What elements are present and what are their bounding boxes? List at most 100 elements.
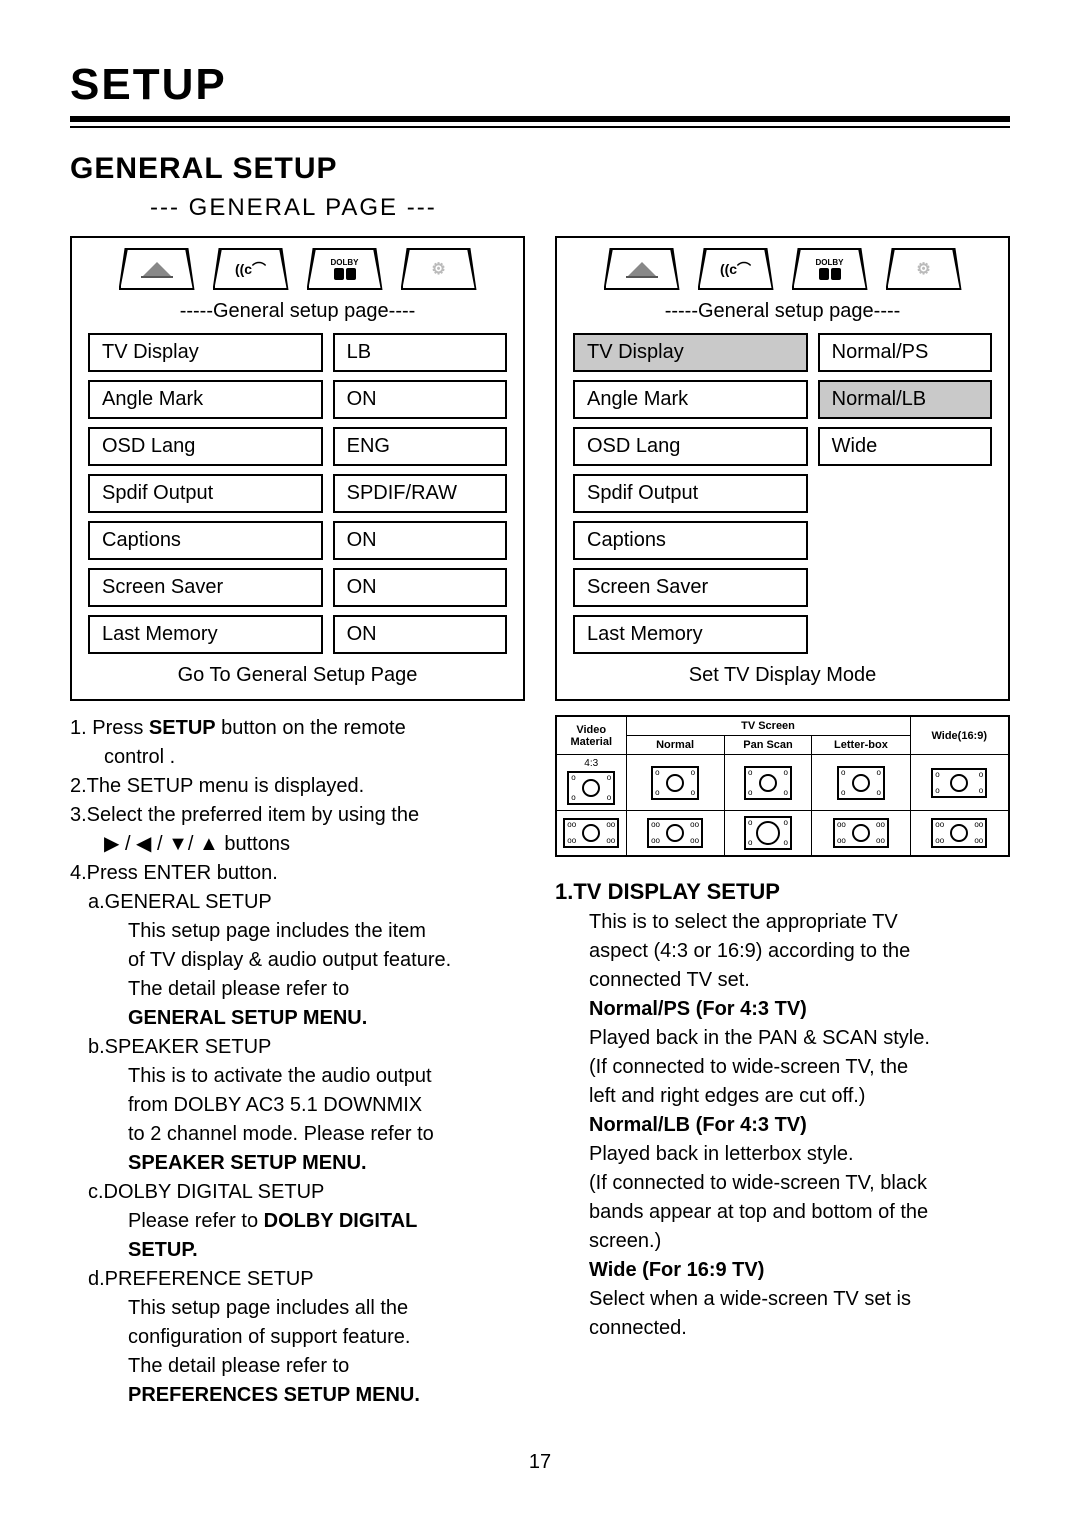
right-box-header: -----General setup page---- <box>567 300 998 323</box>
tab-pref-icon[interactable]: ⚙ <box>401 248 477 290</box>
tv-thumb-icon: oooo <box>931 768 987 798</box>
tv-thumb-icon: oooooooo <box>563 818 619 848</box>
setup-label[interactable]: Angle Mark <box>88 380 323 419</box>
text-bold: SETUP. <box>128 1239 198 1261</box>
text: ▶ / ◀ / ▼/ ▲ buttons <box>70 831 525 858</box>
text: 3.Select the preferred item by using the <box>70 802 525 829</box>
subtitle: --- GENERAL PAGE --- <box>150 194 1010 222</box>
setup-value: ON <box>333 615 507 654</box>
setup-label[interactable]: Last Memory <box>88 615 323 654</box>
setup-row: Last Memory <box>567 615 998 654</box>
tab-audio-icon[interactable]: ((c⌒ <box>213 248 289 290</box>
tv-thumb-icon: oooo <box>567 771 615 805</box>
text: This setup page includes all the <box>70 1295 525 1322</box>
tv-display-setup-block: 1.TV DISPLAY SETUP This is to select the… <box>555 877 1010 1342</box>
text: Played back in the PAN & SCAN style. <box>555 1025 1010 1052</box>
setup-row: Angle Mark Normal/LB <box>567 380 998 419</box>
text: Select when a wide-screen TV set is <box>555 1286 1010 1313</box>
text-bold: Normal/LB (For 4:3 TV) <box>589 1114 807 1136</box>
text: The detail please refer to <box>70 976 525 1003</box>
tv-thumb-icon: oooooooo <box>647 818 703 848</box>
setup-label[interactable]: Captions <box>573 521 808 560</box>
text: of TV display & audio output feature. <box>70 947 525 974</box>
setup-row: OSD Lang Wide <box>567 427 998 466</box>
setup-value: SPDIF/RAW <box>333 474 507 513</box>
setup-value[interactable]: Normal/PS <box>818 333 992 372</box>
section-title: GENERAL SETUP <box>70 152 1010 186</box>
setup-value: ON <box>333 568 507 607</box>
text-bold: SETUP <box>149 717 216 739</box>
text: button on the remote <box>216 717 406 739</box>
setup-value[interactable]: Normal/LB <box>818 380 992 419</box>
tv-thumb-icon: oooooooo <box>931 818 987 848</box>
text-bold: Wide (For 16:9 TV) <box>589 1259 764 1281</box>
left-setup-box: ((c⌒ DOLBY ⚙ -----General setup page----… <box>70 236 525 701</box>
setup-label[interactable]: Screen Saver <box>573 568 808 607</box>
tv-thumb-icon: oooo <box>744 766 792 800</box>
text: c.DOLBY DIGITAL SETUP <box>70 1179 525 1206</box>
setup-value: LB <box>333 333 507 372</box>
setup-value[interactable]: Wide <box>818 427 992 466</box>
setup-row: Spdif Output SPDIF/RAW <box>82 474 513 513</box>
setup-row: Screen Saver <box>567 568 998 607</box>
subheading: 1.TV DISPLAY SETUP <box>555 877 1010 907</box>
right-box-footer: Set TV Display Mode <box>567 664 998 687</box>
text-bold: GENERAL SETUP MENU. <box>128 1007 367 1029</box>
th-tv-screen: TV Screen <box>626 716 910 736</box>
setup-label[interactable]: Angle Mark <box>573 380 808 419</box>
text: Played back in letterbox style. <box>555 1141 1010 1168</box>
text: (If connected to wide-screen TV, black <box>555 1170 1010 1197</box>
setup-row: TV Display Normal/PS <box>567 333 998 372</box>
text-bold: PREFERENCES SETUP MENU. <box>128 1384 420 1406</box>
th-video-material: Video Material <box>556 716 626 755</box>
th-panscan: Pan Scan <box>724 736 812 755</box>
setup-label[interactable]: Spdif Output <box>88 474 323 513</box>
left-column: ((c⌒ DOLBY ⚙ -----General setup page----… <box>70 236 525 1411</box>
text-bold: DOLBY DIGITAL <box>264 1210 418 1232</box>
table-row: 4:3oooo oooo oooo oooo oooo <box>556 755 1009 811</box>
tv-aspect-table: Video Material TV Screen Wide(16:9) Norm… <box>555 715 1010 857</box>
tv-thumb-icon: oooo <box>744 816 792 850</box>
tab-dolby-icon[interactable]: DOLBY <box>307 248 383 290</box>
setup-label[interactable]: Screen Saver <box>88 568 323 607</box>
text: control . <box>70 744 525 771</box>
text: 2.The SETUP menu is displayed. <box>70 773 525 800</box>
text: configuration of support feature. <box>70 1324 525 1351</box>
tab-audio-icon[interactable]: ((c⌒ <box>698 248 774 290</box>
text: screen.) <box>555 1228 1010 1255</box>
tab-dolby-icon[interactable]: DOLBY <box>792 248 868 290</box>
text: bands appear at top and bottom of the <box>555 1199 1010 1226</box>
page-number: 17 <box>70 1451 1010 1474</box>
two-column-layout: ((c⌒ DOLBY ⚙ -----General setup page----… <box>70 236 1010 1411</box>
setup-row: Last Memory ON <box>82 615 513 654</box>
setup-row: CaptionsON <box>82 521 513 560</box>
tab-row: ((c⌒ DOLBY ⚙ <box>567 248 998 290</box>
text: Please refer to <box>128 1210 264 1232</box>
right-column: ((c⌒ DOLBY ⚙ -----General setup page----… <box>555 236 1010 1411</box>
text: left and right edges are cut off.) <box>555 1083 1010 1110</box>
tv-thumb-icon: oooooooo <box>833 818 889 848</box>
setup-row: TV Display LB <box>82 333 513 372</box>
text: The detail please refer to <box>70 1353 525 1380</box>
tab-general-icon[interactable] <box>604 248 680 290</box>
setup-label[interactable]: OSD Lang <box>573 427 808 466</box>
setup-row: Spdif Output <box>567 474 998 513</box>
setup-label[interactable]: TV Display <box>573 333 808 372</box>
setup-label[interactable]: TV Display <box>88 333 323 372</box>
text: aspect (4:3 or 16:9) according to the <box>555 938 1010 965</box>
setup-label[interactable]: Last Memory <box>573 615 808 654</box>
table-row: oooooooo oooooooo oooo oooooooo oooooooo <box>556 811 1009 857</box>
tab-general-icon[interactable] <box>119 248 195 290</box>
setup-label[interactable]: Captions <box>88 521 323 560</box>
text: d.PREFERENCE SETUP <box>70 1266 525 1293</box>
tab-pref-icon[interactable]: ⚙ <box>886 248 962 290</box>
text: 4.Press ENTER button. <box>70 860 525 887</box>
setup-label[interactable]: OSD Lang <box>88 427 323 466</box>
text: This is to activate the audio output <box>70 1063 525 1090</box>
tv-thumb-icon: oooo <box>837 766 885 800</box>
text: This setup page includes the item <box>70 918 525 945</box>
text-bold: Normal/PS (For 4:3 TV) <box>589 998 807 1020</box>
tab-row: ((c⌒ DOLBY ⚙ <box>82 248 513 290</box>
setup-value: ENG <box>333 427 507 466</box>
setup-label[interactable]: Spdif Output <box>573 474 808 513</box>
